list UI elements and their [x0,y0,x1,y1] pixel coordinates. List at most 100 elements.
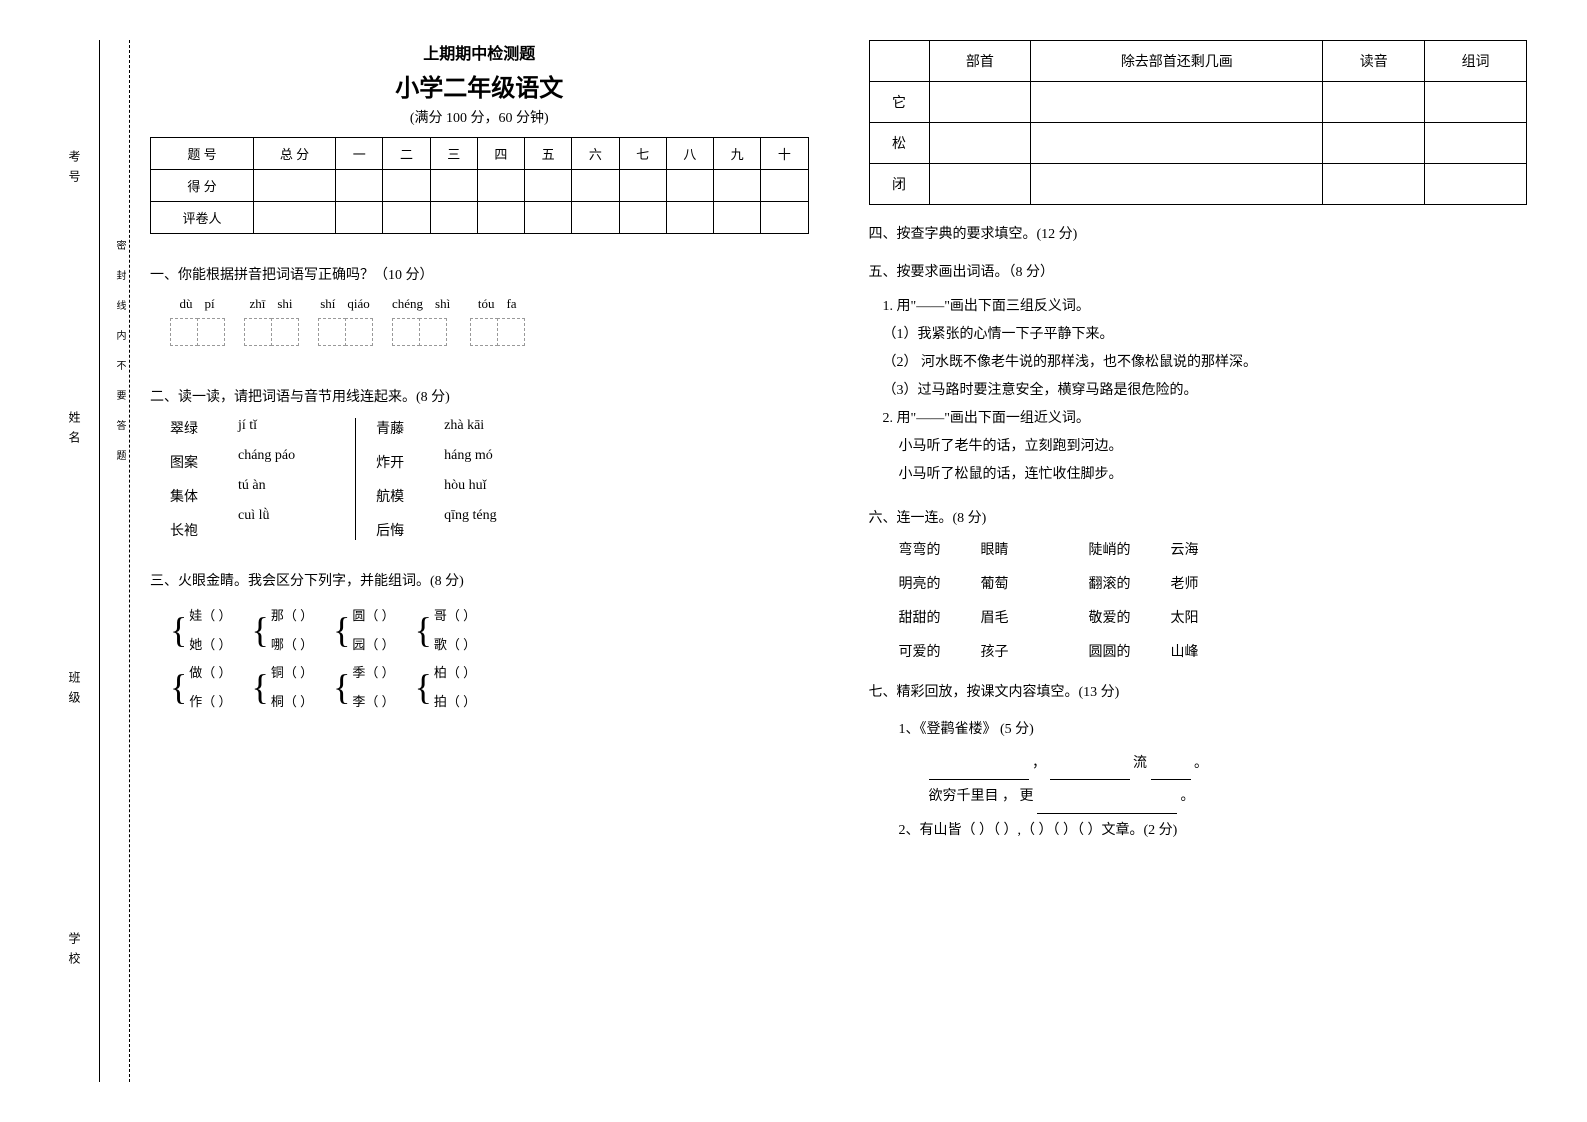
pair-group: {季（ ）李（ ） [333,659,395,716]
connect-col: 云海老师太阳山峰 [1171,539,1199,661]
pinyin-syllable: pí [204,296,214,312]
pair-char[interactable]: 歌（ ） [434,631,476,660]
sidebar-label: 姓名 [66,411,83,451]
pair-group: {哥（ ）歌（ ） [415,602,477,659]
lookup-header: 组词 [1425,41,1527,82]
pair-char[interactable]: 铜（ ） [271,659,313,688]
answer-box[interactable] [197,318,225,346]
answer-box[interactable] [470,318,498,346]
s5-line: （3）过马路时要注意安全，横穿马路是很危险的。 [883,377,1528,405]
pinyin-syllable: chéng [392,296,423,312]
blank[interactable] [1050,766,1130,780]
s5-line: 小马听了松鼠的话，连忙收住脚步。 [899,461,1528,489]
match-word: 航模 [376,486,404,506]
exam-subtitle: 上期期中检测题 [150,40,809,64]
pinyin-group: shíqiáo [318,296,372,346]
section-2-title: 二、读一读，请把词语与音节用线连起来。(8 分) [150,386,809,406]
answer-box[interactable] [244,318,272,346]
connect-item: 眼睛 [981,539,1009,559]
match-pinyin: qīng téng [444,508,497,524]
answer-box[interactable] [318,318,346,346]
match-word: 长袍 [170,520,198,540]
connect-item: 孩子 [981,641,1009,661]
match-word: 集体 [170,486,198,506]
section-7-title: 七、精彩回放，按课文内容填空。(13 分) [869,681,1528,701]
pair-group: {铜（ ）桐（ ） [252,659,314,716]
answer-box[interactable] [345,318,373,346]
answer-box[interactable] [497,318,525,346]
pinyin-syllable: qiáo [347,296,369,312]
pinyin-syllable: shi [277,296,292,312]
pinyin-group: chéngshì [392,296,450,346]
bracket-icon: { [170,673,187,702]
connect-item: 弯弯的 [899,539,941,559]
s7-q2: 2、有山皆（ ）（ ）,（ ）（ ）（ ）文章。(2 分) [899,814,1528,848]
pair-char[interactable]: 做（ ） [189,659,231,688]
section-4-title: 四、按查字典的要求填空。(12 分) [869,223,1528,243]
exam-title: 小学二年级语文 [150,68,809,103]
score-header: 三 [430,138,477,170]
match-word: 翠绿 [170,418,198,438]
text: ， [1032,756,1046,771]
blank[interactable] [1151,766,1191,780]
connect-item: 陡峭的 [1089,539,1131,559]
pair-char[interactable]: 桐（ ） [271,688,313,717]
connect-block-left: 弯弯的明亮的甜甜的可爱的 眼睛葡萄眉毛孩子 [899,539,1009,661]
pair-char[interactable]: 季（ ） [352,659,394,688]
section-3-title: 三、火眼金睛。我会区分下列字，并能组词。(8 分) [150,570,809,590]
lookup-char: 它 [869,82,929,123]
pair-char[interactable]: 园（ ） [352,631,394,660]
connect-item: 太阳 [1171,607,1199,627]
match-word: 炸开 [376,452,404,472]
pair-char[interactable]: 作（ ） [189,688,231,717]
answer-box[interactable] [392,318,420,346]
section-1-title: 一、你能根据拼音把词语写正确吗？（10 分） [150,264,809,284]
pair-char[interactable]: 李（ ） [352,688,394,717]
connect-item: 山峰 [1171,641,1199,661]
bracket-icon: { [415,616,432,645]
lookup-header: 读音 [1323,41,1425,82]
s7-q1-line1: ， 流 。 [929,747,1528,781]
bracket-icon: { [252,616,269,645]
pair-char[interactable]: 哥（ ） [434,602,476,631]
connect-item: 可爱的 [899,641,941,661]
section-5-title: 五、按要求画出词语。（8 分） [869,261,1528,281]
s5-line: （2） 河水既不像老牛说的那样浅，也不像松鼠说的那样深。 [883,349,1528,377]
connect-item: 眉毛 [981,607,1009,627]
pair-char[interactable]: 柏（ ） [434,659,476,688]
score-header: 九 [713,138,760,170]
connect-grid: 弯弯的明亮的甜甜的可爱的 眼睛葡萄眉毛孩子 陡峭的翻滚的敬爱的圆圆的 云海老师太… [899,539,1528,661]
answer-box[interactable] [271,318,299,346]
match-word: 青藤 [376,418,404,438]
right-column: 部首 除去部首还剩几画 读音 组词 它 松 闭 四、按查字典的要求填空。(12 … [869,40,1528,1082]
lookup-row: 闭 [869,164,1527,205]
text: 。 [1194,756,1208,771]
score-header: 七 [619,138,666,170]
bracket-icon: { [333,673,350,702]
connect-item: 翻滚的 [1089,573,1131,593]
pair-char[interactable]: 拍（ ） [434,688,476,717]
s7-q1-line2: 欲穷千里目 ， 更 。 [929,780,1528,814]
answer-box[interactable] [170,318,198,346]
left-column: 上期期中检测题 小学二年级语文 (满分 100 分，60 分钟) 题 号 总 分… [150,40,809,1082]
section-6-title: 六、连一连。(8 分) [869,507,1528,527]
pair-char[interactable]: 那（ ） [271,602,313,631]
lookup-header-row: 部首 除去部首还剩几画 读音 组词 [869,41,1527,82]
cutline-text: 密封线内不要答题 [112,240,127,480]
blank[interactable] [929,766,1029,780]
score-header: 八 [666,138,713,170]
lookup-header [869,41,929,82]
pair-char[interactable]: 娃（ ） [189,602,231,631]
match-table: 翠绿图案集体长袍 jí tǐcháng páotú àncuì lǜ 青藤炸开航… [170,418,809,540]
blank[interactable] [1037,800,1177,814]
match-pinyin: jí tǐ [238,418,295,434]
pair-char[interactable]: 哪（ ） [271,631,313,660]
pair-char[interactable]: 圆（ ） [352,602,394,631]
answer-box[interactable] [419,318,447,346]
pair-char[interactable]: 她（ ） [189,631,231,660]
s5-line: （1）我紧张的心情一下子平静下来。 [883,321,1528,349]
score-row: 评卷人 [151,202,809,234]
bracket-icon: { [415,673,432,702]
lookup-row: 松 [869,123,1527,164]
match-right-pinyin: zhà kāiháng móhòu huǐqīng téng [444,418,497,540]
